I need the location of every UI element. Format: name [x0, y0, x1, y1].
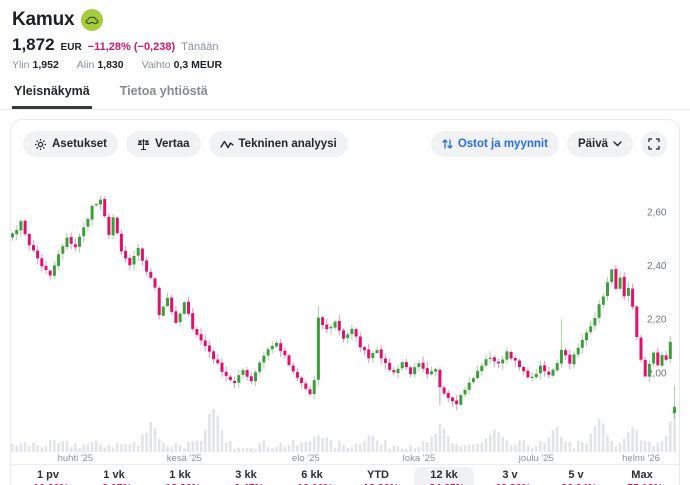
- range-3v[interactable]: 3 v−62,23%: [489, 469, 531, 485]
- kamux-car-logo-icon: [81, 9, 104, 31]
- tab-overview[interactable]: Yleisnäkymä: [12, 80, 92, 109]
- fullscreen-button[interactable]: [641, 131, 667, 157]
- current-price: 1,872: [12, 35, 55, 54]
- technical-analysis-label: Tekninen analyysi: [238, 138, 337, 150]
- range-1pv[interactable]: 1 pv−10,90%: [27, 469, 69, 485]
- svg-text:elo '25: elo '25: [292, 453, 320, 464]
- stock-header: Kamux 1,872 EUR −11,28% (−0,238) Tänään …: [0, 0, 690, 110]
- stat-high: Ylin 1,952: [12, 59, 59, 71]
- svg-text:2,20: 2,20: [647, 315, 667, 326]
- svg-text:huhti '25: huhti '25: [58, 453, 94, 464]
- candlestick-chart: 2,60 2,40 2,20 2,00 huhti '25 kesä '25 elo '25…: [11, 195, 676, 464]
- tab-company-info[interactable]: Tietoa yhtiöstä: [119, 84, 208, 98]
- trades-button[interactable]: Ostot ja myynnit: [430, 131, 559, 157]
- price-change: −11,28% (−0,238): [87, 41, 176, 53]
- price-chart-area[interactable]: 2,60 2,40 2,20 2,00 huhti '25 kesä '25 elo '25…: [11, 162, 679, 464]
- interval-dropdown[interactable]: Päivä: [566, 131, 633, 157]
- chart-card: Asetukset Vertaa Tekninen analyysi: [10, 119, 680, 485]
- currency-label: EUR: [60, 42, 82, 53]
- range-6kk[interactable]: 6 kk−13,96%: [291, 469, 333, 485]
- svg-text:loka '25: loka '25: [403, 453, 435, 464]
- range-ytd[interactable]: YTD−13,36%: [357, 469, 399, 485]
- range-1vk[interactable]: 1 vk−8,07%: [96, 469, 132, 485]
- interval-label: Päivä: [577, 138, 608, 150]
- up-down-arrows-icon: [442, 138, 453, 150]
- svg-text:2,00: 2,00: [647, 368, 667, 379]
- gear-icon: [34, 138, 47, 151]
- technical-analysis-button[interactable]: Tekninen analyysi: [208, 131, 348, 157]
- range-selector: 1 pv−10,90% 1 vk−8,07% 1 kk−18,26% 3 kk−…: [11, 465, 679, 485]
- range-5v[interactable]: 5 v−86,94%: [555, 469, 597, 485]
- svg-text:kesä '25: kesä '25: [167, 453, 202, 464]
- fullscreen-icon: [648, 138, 660, 150]
- trades-label: Ostot ja myynnit: [457, 138, 548, 150]
- stat-low: Alin 1,830: [76, 59, 124, 71]
- range-3kk[interactable]: 3 kk−6,47%: [228, 469, 264, 485]
- range-max[interactable]: Max−75,13%: [621, 469, 663, 485]
- scales-icon: [137, 138, 150, 151]
- compare-label: Vertaa: [154, 138, 190, 150]
- change-period-label: Tänään: [181, 41, 219, 53]
- tab-bar: Yleisnäkymä Tietoa yhtiöstä: [0, 80, 690, 110]
- svg-text:2,40: 2,40: [647, 261, 667, 272]
- svg-text:2,60: 2,60: [647, 208, 667, 219]
- range-1kk[interactable]: 1 kk−18,26%: [159, 469, 201, 485]
- chart-toolbar: Asetukset Vertaa Tekninen analyysi: [11, 120, 679, 162]
- stat-volume: Vaihto 0,3 MEUR: [141, 59, 223, 71]
- stock-title: Kamux: [12, 9, 75, 30]
- settings-label: Asetukset: [52, 138, 107, 150]
- svg-text:helmi '26: helmi '26: [622, 453, 660, 464]
- line-chart-icon: [219, 139, 234, 150]
- svg-text:joulu '25: joulu '25: [518, 453, 554, 464]
- chevron-down-icon: [613, 141, 622, 147]
- range-12kk[interactable]: 12 kk−24,65%: [411, 467, 477, 485]
- settings-button[interactable]: Asetukset: [23, 131, 118, 157]
- compare-button[interactable]: Vertaa: [125, 131, 201, 157]
- range-bar-divider: [11, 464, 679, 465]
